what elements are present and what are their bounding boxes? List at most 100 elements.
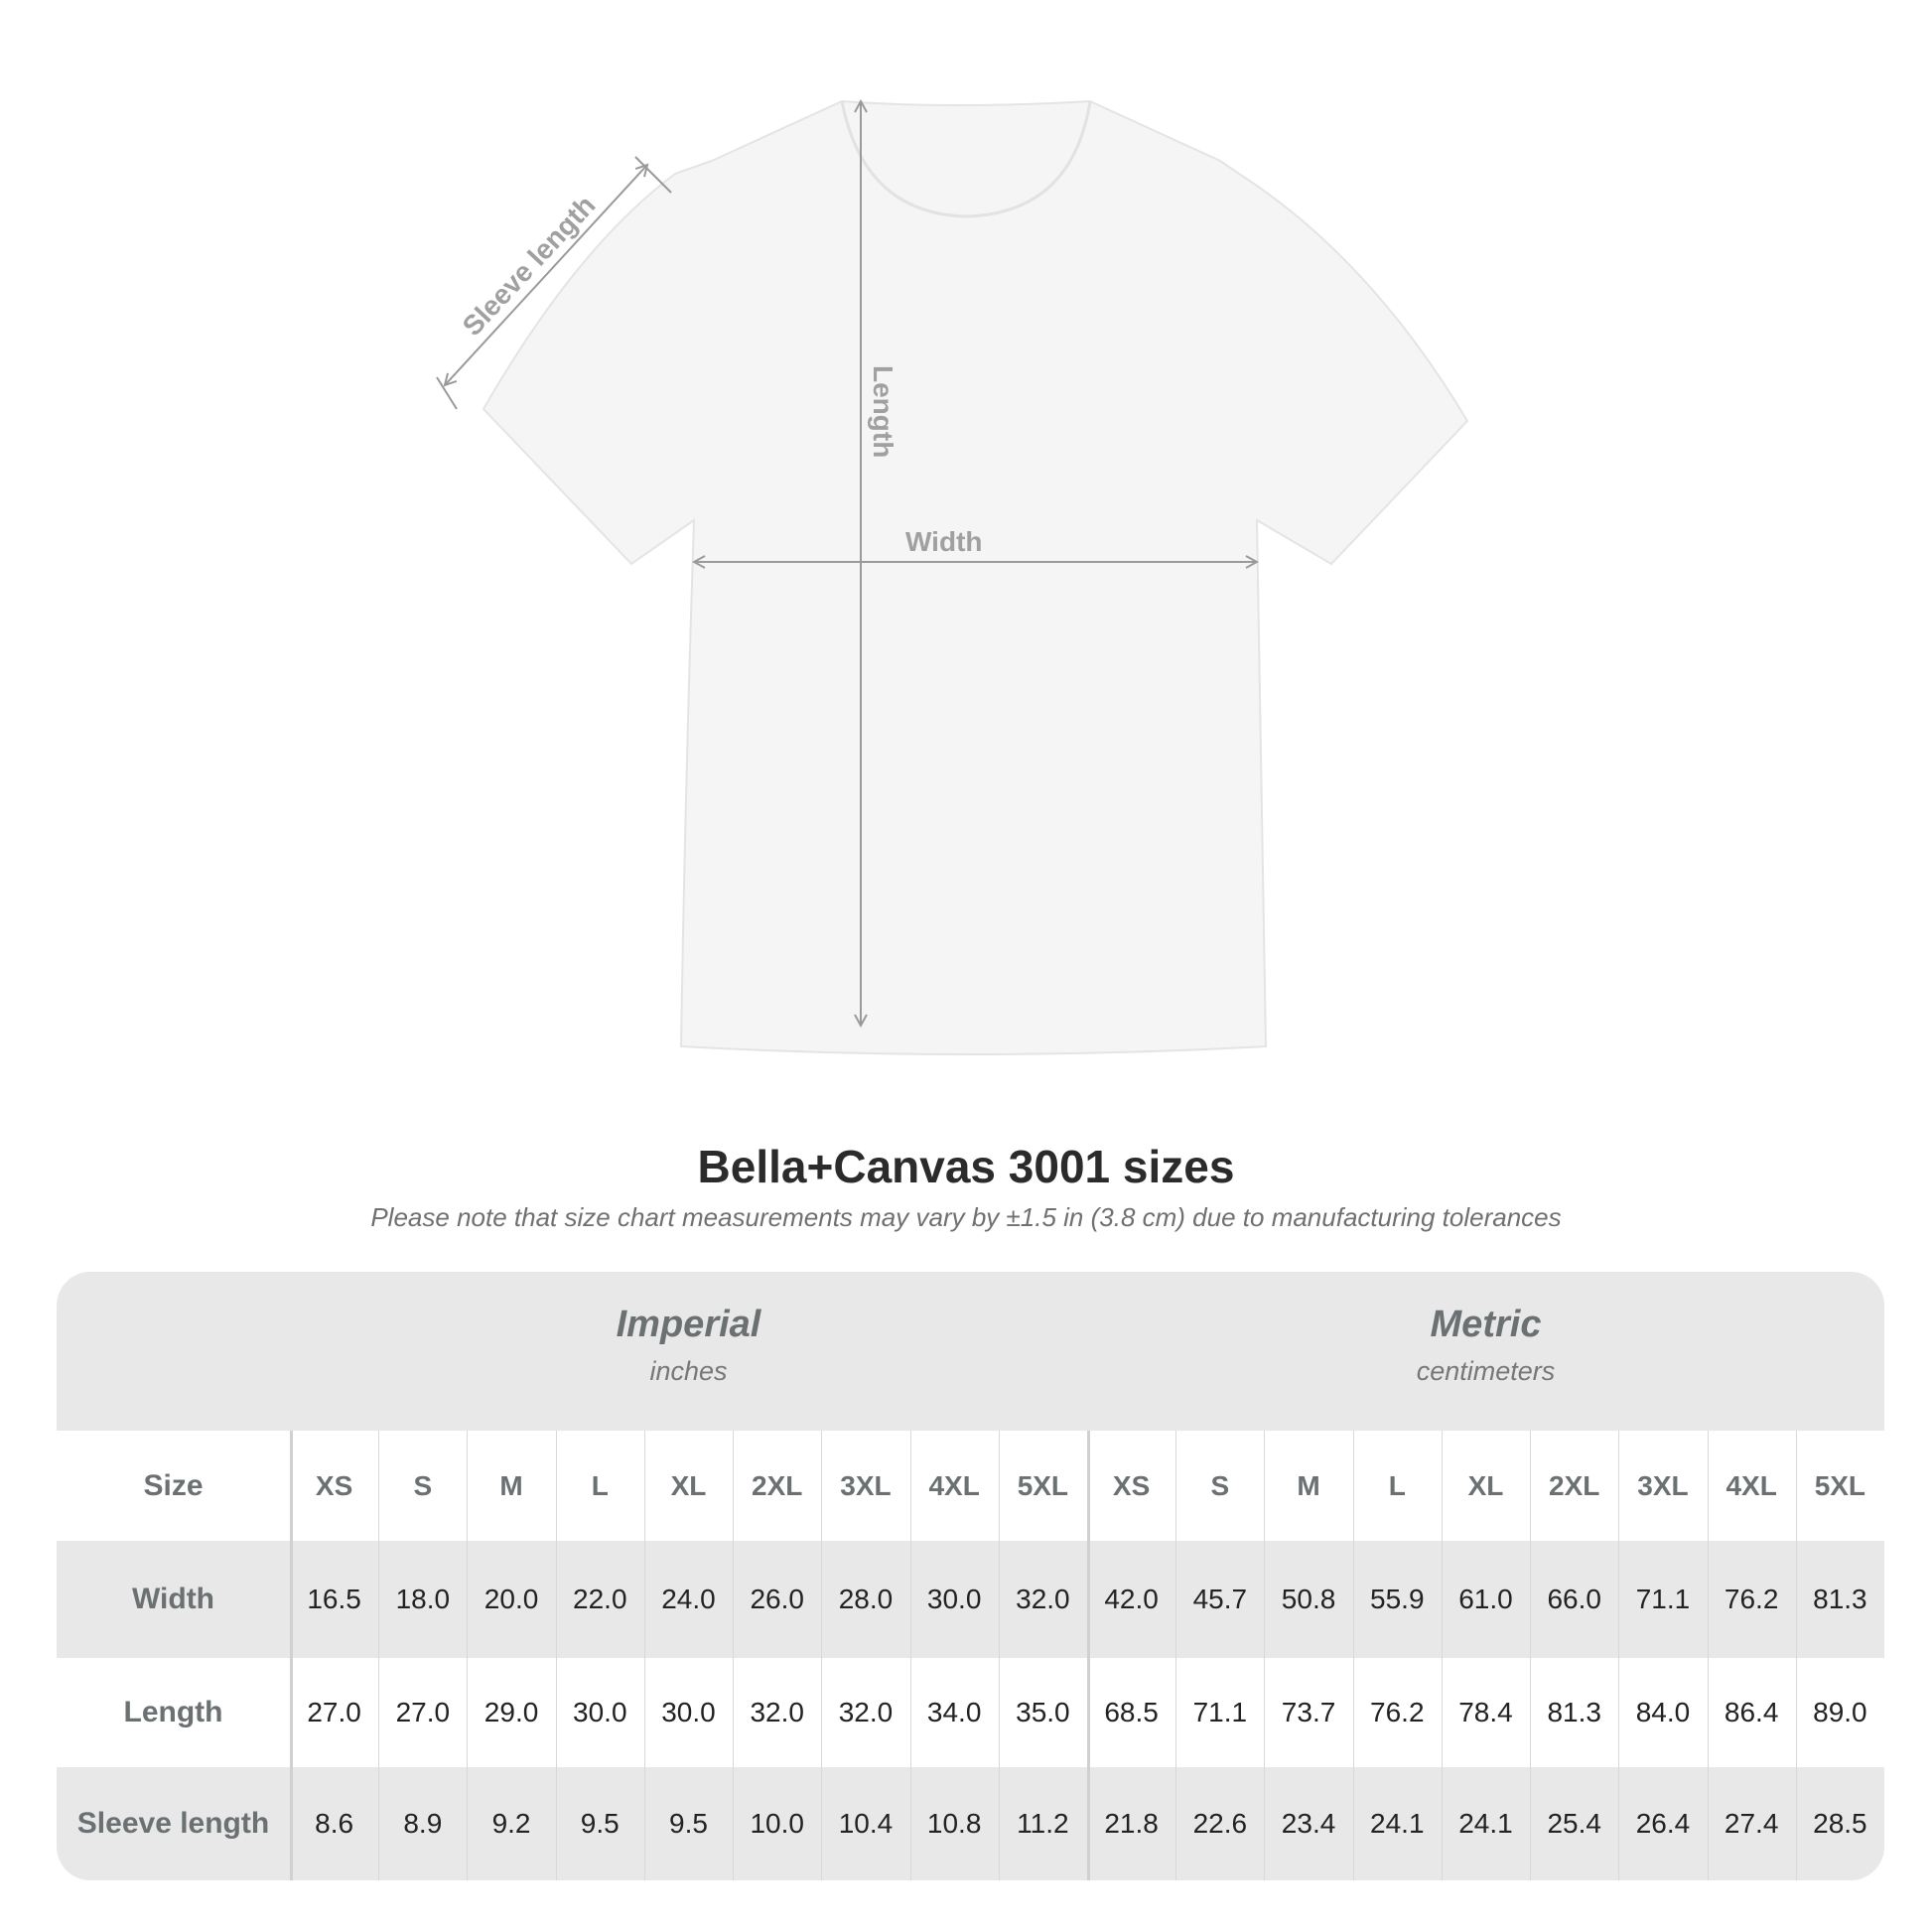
column-divider: [998, 1431, 1000, 1880]
table-cell: 73.7: [1281, 1697, 1336, 1727]
table-cell: 30.0: [926, 1584, 982, 1614]
size-header: L: [591, 1469, 609, 1501]
column-divider: [643, 1431, 645, 1880]
table-cell: 26.0: [750, 1584, 804, 1614]
table-cell: 9.2: [491, 1808, 531, 1839]
column-divider: [378, 1431, 380, 1880]
table-cell: 10.0: [750, 1808, 804, 1839]
size-table: Imperial inches Metric centimeters Size X…: [57, 1272, 1884, 1880]
size-header: S: [413, 1469, 433, 1501]
table-cell: 9.5: [669, 1808, 708, 1839]
table-cell: 23.4: [1281, 1808, 1336, 1839]
column-divider: [1795, 1431, 1797, 1880]
table-cell: 78.4: [1458, 1697, 1513, 1727]
table-cell: 68.5: [1104, 1697, 1159, 1727]
column-divider: [1264, 1431, 1266, 1880]
table-cell: 50.8: [1281, 1584, 1336, 1614]
row-label: Length: [123, 1696, 223, 1728]
size-header: 5XL: [1017, 1469, 1069, 1501]
table-cell: 35.0: [1016, 1697, 1070, 1727]
size-header: 5XL: [1814, 1469, 1866, 1501]
table-cell: 32.0: [750, 1697, 804, 1727]
table-cell: 8.6: [315, 1808, 354, 1839]
size-header: XS: [315, 1469, 353, 1501]
group-title: Imperial: [616, 1304, 761, 1345]
table-cell: 22.0: [573, 1584, 627, 1614]
table-cell: 76.2: [1724, 1584, 1779, 1614]
size-header: 4XL: [1725, 1469, 1777, 1501]
size-header: L: [1388, 1469, 1406, 1501]
group-subtitle: centimeters: [1416, 1356, 1556, 1386]
column-divider: [1618, 1431, 1620, 1880]
row-label: Sleeve length: [76, 1807, 270, 1840]
table-cell: 18.0: [395, 1584, 451, 1614]
table-cell: 11.2: [1017, 1808, 1069, 1839]
table-cell: 27.0: [395, 1697, 451, 1727]
row-label: Width: [131, 1583, 215, 1615]
table-cell: 32.0: [1016, 1584, 1070, 1614]
table-cell: 34.0: [926, 1697, 982, 1727]
group-imperial: Imperial inches: [290, 1272, 1087, 1431]
size-header: 3XL: [840, 1469, 892, 1501]
column-divider: [821, 1431, 823, 1880]
size-header: XL: [670, 1469, 707, 1501]
size-header: M: [1297, 1469, 1320, 1501]
table-cell: 25.4: [1547, 1808, 1601, 1839]
table-cell: 61.0: [1458, 1584, 1513, 1614]
row-band-sleeve: [57, 1767, 1884, 1880]
tolerance-note: Please note that size chart measurements…: [370, 1202, 1562, 1232]
sleeve-line: [445, 165, 647, 385]
column-divider: [1707, 1431, 1709, 1880]
table-cell: 45.7: [1192, 1584, 1248, 1614]
table-cell: 71.1: [1192, 1697, 1248, 1727]
size-header: XS: [1112, 1469, 1151, 1501]
column-divider: [909, 1431, 911, 1880]
table-cell: 84.0: [1635, 1697, 1691, 1727]
group-metric: Metric centimeters: [1087, 1272, 1884, 1431]
row-band-width: [57, 1541, 1884, 1658]
table-cell: 55.9: [1370, 1584, 1425, 1614]
table-cell: 24.0: [661, 1584, 716, 1614]
column-divider: [1441, 1431, 1443, 1880]
table-cell: 30.0: [661, 1697, 716, 1727]
length-label: Length: [868, 365, 898, 458]
table-cell: 24.1: [1458, 1808, 1513, 1839]
table-cell: 30.0: [573, 1697, 627, 1727]
size-header: 4XL: [928, 1469, 980, 1501]
column-divider: [1087, 1431, 1090, 1880]
column-divider: [733, 1431, 735, 1880]
table-cell: 89.0: [1813, 1697, 1867, 1727]
table-cell: 28.0: [838, 1584, 894, 1614]
size-header: 2XL: [752, 1469, 803, 1501]
header-band: [57, 1272, 1884, 1431]
table-cell: 29.0: [483, 1697, 539, 1727]
table-cell: 32.0: [838, 1697, 894, 1727]
table-cell: 10.8: [926, 1808, 982, 1839]
table-cell: 27.0: [307, 1697, 361, 1727]
chart-title: Bella+Canvas 3001 sizes: [697, 1141, 1235, 1192]
size-header: 3XL: [1637, 1469, 1689, 1501]
group-subtitle: inches: [649, 1356, 728, 1386]
table-cell: 42.0: [1104, 1584, 1159, 1614]
table-cell: 20.0: [483, 1584, 539, 1614]
width-label: Width: [905, 526, 983, 557]
table-cell: 26.4: [1635, 1808, 1691, 1839]
tshirt-shape: [482, 99, 1469, 1055]
table-cell: 76.2: [1370, 1697, 1425, 1727]
group-title: Metric: [1430, 1304, 1542, 1345]
column-divider: [1175, 1431, 1177, 1880]
column-divider: [1530, 1431, 1532, 1880]
size-header: S: [1210, 1469, 1230, 1501]
table-cell: 9.5: [580, 1808, 620, 1839]
table-cell: 28.5: [1813, 1808, 1867, 1839]
tshirt-diagram: Sleeve length Length Width: [436, 0, 1469, 1055]
column-divider: [1352, 1431, 1354, 1880]
table-cell: 21.8: [1104, 1808, 1159, 1839]
table-cell: 86.4: [1724, 1697, 1779, 1727]
column-divider: [555, 1431, 557, 1880]
size-header: XL: [1467, 1469, 1504, 1501]
table-cell: 16.5: [307, 1584, 361, 1614]
table-cell: 81.3: [1547, 1697, 1601, 1727]
table-cell: 24.1: [1370, 1808, 1425, 1839]
size-header: 2XL: [1549, 1469, 1600, 1501]
